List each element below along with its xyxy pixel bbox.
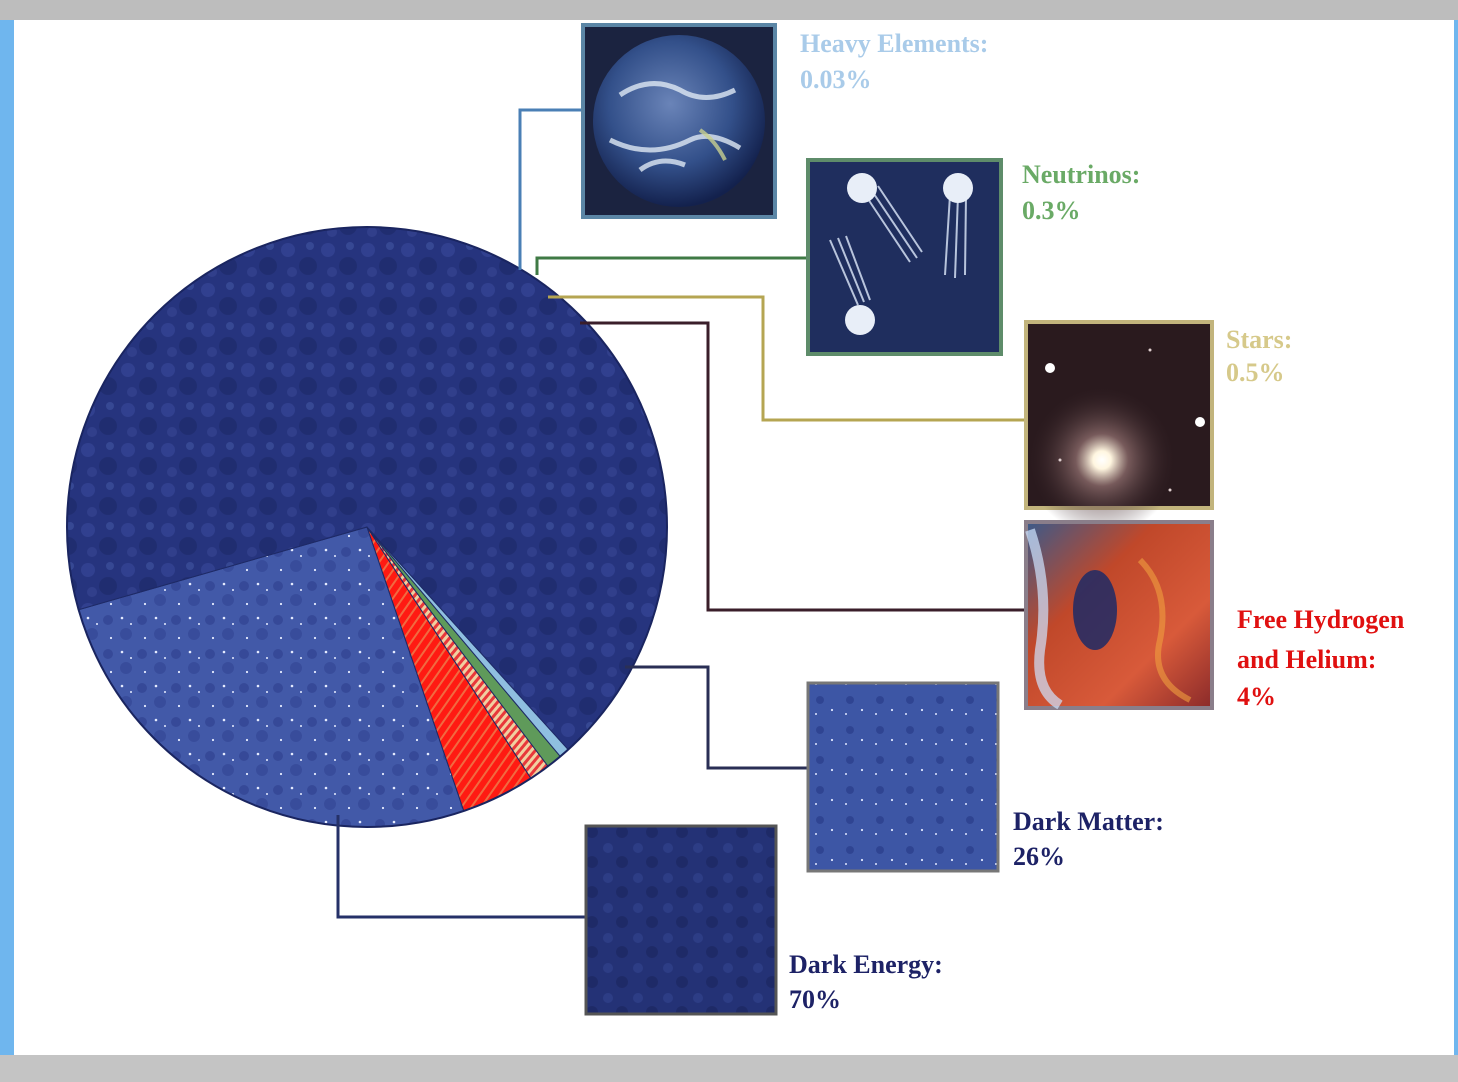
- label-dark-matter-name: Dark Matter:: [1013, 807, 1164, 836]
- leader-neutrinos: [535, 256, 810, 275]
- bottom-border: [0, 1055, 1458, 1082]
- earth-icon: [593, 35, 765, 207]
- thumbnail-neutrinos: [806, 158, 1003, 356]
- label-dark-energy-value: 70%: [789, 985, 841, 1014]
- thumbnail-dark-energy: [584, 824, 778, 1016]
- legend-labels: Heavy Elements: 0.03% Neutrinos: 0.3% St…: [789, 29, 1405, 1014]
- leader-free-hydrogen: [580, 321, 1027, 612]
- label-free-hydrogen-line2: and Helium:: [1237, 645, 1376, 674]
- label-free-hydrogen-line1: Free Hydrogen: [1237, 605, 1405, 634]
- label-free-hydrogen-value: 4%: [1237, 682, 1276, 711]
- label-stars-name: Stars:: [1226, 325, 1292, 354]
- galaxy-icon: [1027, 385, 1177, 535]
- thumbnail-dark-matter: [806, 681, 1000, 873]
- nebula-icon: [1025, 528, 1063, 710]
- pie-slices: [66, 226, 668, 828]
- label-neutrinos-name: Neutrinos:: [1022, 160, 1140, 189]
- label-dark-matter-value: 26%: [1013, 842, 1065, 871]
- label-stars-value: 0.5%: [1226, 358, 1285, 387]
- label-neutrinos-value: 0.3%: [1022, 196, 1081, 225]
- leader-dark-energy: [336, 815, 588, 919]
- leader-stars: [548, 295, 1027, 422]
- leader-lines: [336, 108, 1027, 919]
- thumbnail-free-hydrogen: [1024, 520, 1214, 710]
- label-heavy-elements-name: Heavy Elements:: [800, 29, 988, 58]
- neutrino-particles-icon: [829, 173, 973, 335]
- thumbnail-heavy-elements: [581, 23, 777, 219]
- pie-outline: [66, 226, 668, 828]
- top-border: [0, 0, 1458, 20]
- thumbnail-stars: [1024, 320, 1214, 535]
- leader-heavy-elements: [518, 108, 585, 270]
- label-dark-energy-name: Dark Energy:: [789, 950, 943, 979]
- label-heavy-elements-value: 0.03%: [800, 65, 872, 94]
- leader-dark-matter: [625, 665, 810, 770]
